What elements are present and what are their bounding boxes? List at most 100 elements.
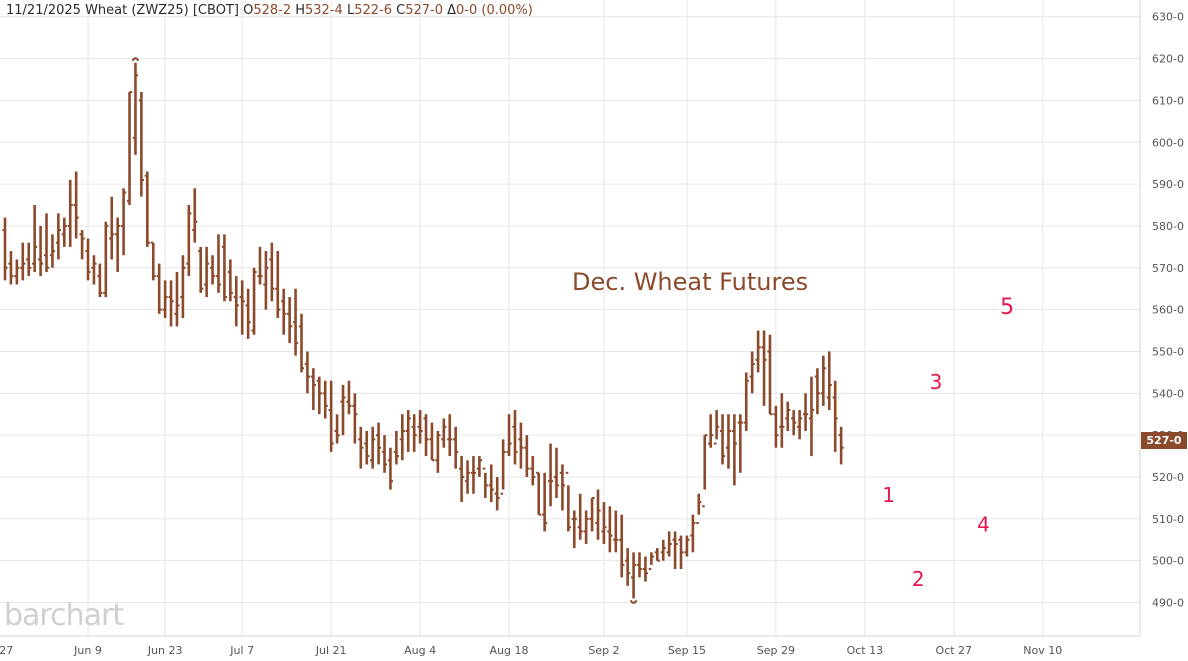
ohlc-series	[2, 57, 844, 604]
ohlc-bar	[654, 548, 660, 562]
ohlc-bar	[61, 217, 67, 247]
ohlc-bar	[838, 426, 844, 465]
ohlc-bar	[97, 263, 103, 298]
ohlc-bar	[607, 506, 613, 553]
ohlc-bar	[375, 422, 382, 465]
chart-title: Dec. Wheat Futures	[572, 268, 808, 296]
ohlc-bar	[156, 263, 162, 314]
y-tick-label: 590-0	[1152, 178, 1184, 191]
ohlc-bar	[186, 205, 192, 277]
y-tick-label: 500-0	[1152, 555, 1184, 568]
ohlc-bar	[174, 271, 180, 327]
ohlc-bar	[797, 410, 803, 440]
ohlc-bar	[399, 414, 405, 461]
ohlc-bar	[583, 510, 589, 544]
x-tick-label: Oct 27	[936, 644, 973, 657]
ohlc-bar	[737, 414, 743, 473]
ohlc-bar	[322, 380, 328, 419]
ohlc-bar	[115, 217, 121, 272]
wave-annotations: 1 2 3 4 5	[882, 295, 1014, 591]
ohlc-bar	[393, 430, 399, 465]
wave-label-4: 4	[977, 512, 990, 536]
ohlc-bar	[79, 230, 85, 260]
ohlc-bar	[636, 552, 643, 578]
x-tick-label: Jun 9	[73, 644, 102, 657]
y-tick-label: 630-0	[1152, 11, 1184, 24]
y-tick-label: 560-0	[1152, 304, 1184, 317]
x-tick-label: Sep 2	[588, 644, 619, 657]
change-value: 0-0 (0.00%)	[456, 3, 533, 18]
ohlc-bar	[725, 414, 732, 469]
ohlc-bar	[263, 251, 269, 310]
ohlc-bar	[672, 531, 678, 570]
ohlc-bar	[577, 493, 583, 540]
ohlc-bar	[8, 251, 14, 285]
y-tick-label: 580-0	[1152, 220, 1184, 233]
ohlc-bar	[411, 414, 417, 452]
ohlc-bar	[370, 426, 376, 469]
ohlc-bar	[275, 251, 281, 318]
ohlc-bar	[761, 330, 767, 406]
y-tick-label: 620-0	[1152, 53, 1184, 66]
header-symbol: Wheat (ZWZ25) [CBOT]	[85, 3, 239, 18]
swing-high-marker	[131, 57, 140, 62]
ohlc-bar	[660, 539, 666, 561]
ohlc-bar	[245, 288, 251, 339]
ohlc-bar	[168, 280, 174, 327]
change-label: Δ	[447, 3, 457, 18]
ohlc-bar	[2, 217, 8, 281]
ohlc-bar	[381, 435, 388, 473]
ohlc-bar	[310, 368, 316, 411]
y-tick-label: 540-0	[1152, 387, 1184, 400]
low-label: L	[346, 3, 355, 18]
ohlc-bar	[221, 234, 228, 302]
ohlc-bar	[779, 393, 785, 448]
ohlc-bar	[595, 489, 601, 540]
x-tick-label: Sep 29	[757, 644, 795, 657]
ohlc-bar	[512, 410, 518, 465]
ohlc-bar	[26, 242, 32, 277]
ohlc-bar	[43, 213, 50, 272]
ohlc-bar	[619, 514, 625, 578]
ohlc-bar	[387, 447, 394, 490]
ohlc-bar	[500, 439, 506, 495]
low-value: 522-6	[354, 3, 392, 18]
ohlc-bar	[684, 535, 690, 557]
ohlc-bar	[281, 288, 287, 335]
ohlc-bar	[625, 548, 631, 586]
ohlc-bar	[802, 393, 809, 431]
ohlc-bar	[239, 280, 245, 335]
ohlc-bar	[459, 456, 465, 503]
ohlc-bar	[630, 552, 637, 599]
ohlc-bar	[328, 380, 334, 452]
ohlc-bar	[204, 246, 210, 298]
ohlc-bar	[453, 426, 459, 469]
ohlc-bar	[470, 456, 477, 494]
ohlc-bar	[565, 471, 571, 532]
open-value: 528-2	[253, 3, 292, 18]
ohlc-bar	[364, 430, 370, 465]
ohlc-bar	[714, 410, 720, 445]
ohlc-bar	[144, 171, 150, 247]
ohlc-bar	[14, 259, 20, 285]
high-value: 532-4	[305, 3, 343, 18]
ohlc-bar	[447, 414, 453, 457]
x-tick-label: Jul 7	[229, 644, 254, 657]
ohlc-bar	[287, 297, 293, 344]
x-tick-label: May 27	[0, 644, 13, 657]
ohlc-bar	[808, 376, 815, 457]
ohlc-bar	[642, 556, 649, 582]
ohlc-bar	[601, 502, 607, 544]
ohlc-bar	[138, 92, 144, 197]
ohlc-bar	[773, 405, 779, 448]
x-tick-label: Aug 18	[490, 644, 529, 657]
x-tick-label: Nov 10	[1023, 644, 1062, 657]
ohlc-bar	[251, 267, 257, 335]
ohlc-bar	[785, 401, 791, 431]
ohlc-bar	[257, 246, 263, 285]
ohlc-bar	[719, 414, 726, 465]
wave-label-2: 2	[912, 567, 925, 591]
x-tick-label: Aug 4	[404, 644, 436, 657]
ohlc-bar	[91, 255, 97, 285]
